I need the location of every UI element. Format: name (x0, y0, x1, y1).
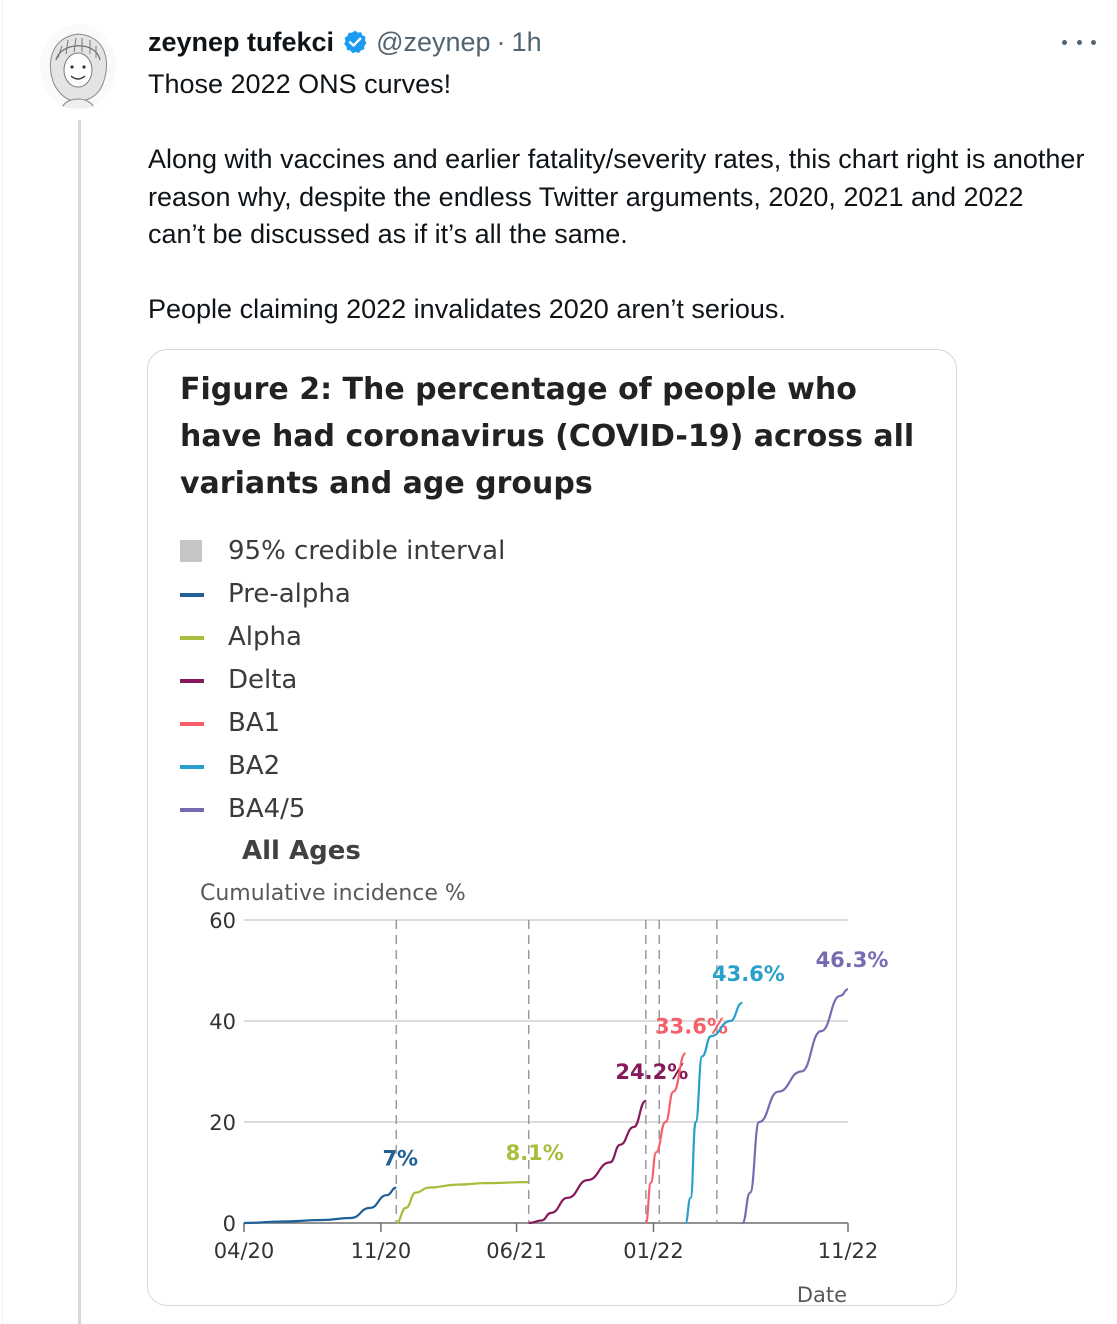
media-image[interactable]: Figure 2: The percentage of people who h… (147, 349, 957, 1306)
legend-label: Delta (228, 665, 298, 695)
series-line-ba4-5 (741, 988, 849, 1225)
series-line-ba1 (644, 1052, 687, 1225)
timestamp[interactable]: 1h (511, 26, 542, 57)
x-tick-label: 11/20 (351, 1239, 412, 1263)
series-line-pre-alpha (243, 1186, 397, 1225)
legend-swatch-ci (180, 540, 202, 562)
separator-dot: · (496, 26, 506, 57)
legend-label: BA4/5 (228, 794, 306, 824)
more-options-icon[interactable] (1062, 28, 1096, 56)
legend-label: 95% credible interval (228, 536, 506, 566)
data-label: 7% (382, 1147, 418, 1171)
y-tick-label: 0 (223, 1212, 236, 1236)
series-line-ba2 (684, 1001, 743, 1225)
tweet-text: Those 2022 ONS curves! Along with vaccin… (148, 66, 1088, 329)
x-axis-title: Date (797, 1283, 847, 1305)
x-tick-label: 06/21 (486, 1239, 547, 1263)
line-chart: Cumulative incidence % 0 20 40 60 04/20 11/20 0… (200, 881, 889, 1305)
x-tick-label: 11/22 (818, 1239, 879, 1263)
series-line-delta (528, 1099, 647, 1225)
tweet-paragraph: Along with vaccines and earlier fatality… (148, 144, 1085, 249)
data-label: 24.2% (615, 1060, 688, 1084)
avatar-illustration-icon (40, 24, 116, 110)
legend-label: Pre-alpha (228, 579, 351, 609)
y-tick-label: 20 (209, 1111, 236, 1135)
more-dot (1091, 39, 1096, 45)
tweet-paragraph: People claiming 2022 invalidates 2020 ar… (148, 294, 786, 324)
data-label: 43.6% (712, 962, 785, 986)
x-tick-label: 01/22 (623, 1239, 684, 1263)
more-dot (1062, 39, 1067, 45)
avatar[interactable] (40, 24, 116, 110)
legend-label: Alpha (228, 622, 302, 652)
legend-swatch-delta (180, 679, 204, 683)
verified-badge-icon[interactable] (342, 29, 368, 55)
legend-label: BA2 (228, 751, 281, 781)
series-line-alpha (395, 1181, 529, 1225)
legend-swatch-ba45 (180, 808, 204, 812)
data-label: 8.1% (506, 1141, 564, 1165)
thread-line (78, 120, 81, 1324)
legend-swatch-pre-alpha (180, 593, 204, 597)
x-tick-label: 04/20 (214, 1239, 275, 1263)
legend-label: BA1 (228, 708, 281, 738)
y-tick-label: 60 (209, 909, 236, 933)
tweet-paragraph: Those 2022 ONS curves! (148, 69, 452, 99)
more-dot (1076, 39, 1082, 45)
y-tick-label: 40 (209, 1010, 236, 1034)
display-name[interactable]: zeynep tufekci (148, 26, 335, 57)
tweet-header: zeynep tufekci @zeynep · 1h (148, 24, 542, 60)
legend-swatch-alpha (180, 636, 204, 640)
data-label: 46.3% (816, 948, 889, 972)
panel-title: All Ages (242, 836, 361, 866)
y-axis-title: Cumulative incidence % (200, 881, 466, 906)
figure-title: Figure 2: The percentage of people who h… (180, 372, 915, 501)
handle[interactable]: @zeynep (376, 26, 491, 57)
legend-swatch-ba2 (180, 765, 204, 769)
legend-swatch-ba1 (180, 722, 204, 726)
timeline-border (2, 0, 3, 1324)
